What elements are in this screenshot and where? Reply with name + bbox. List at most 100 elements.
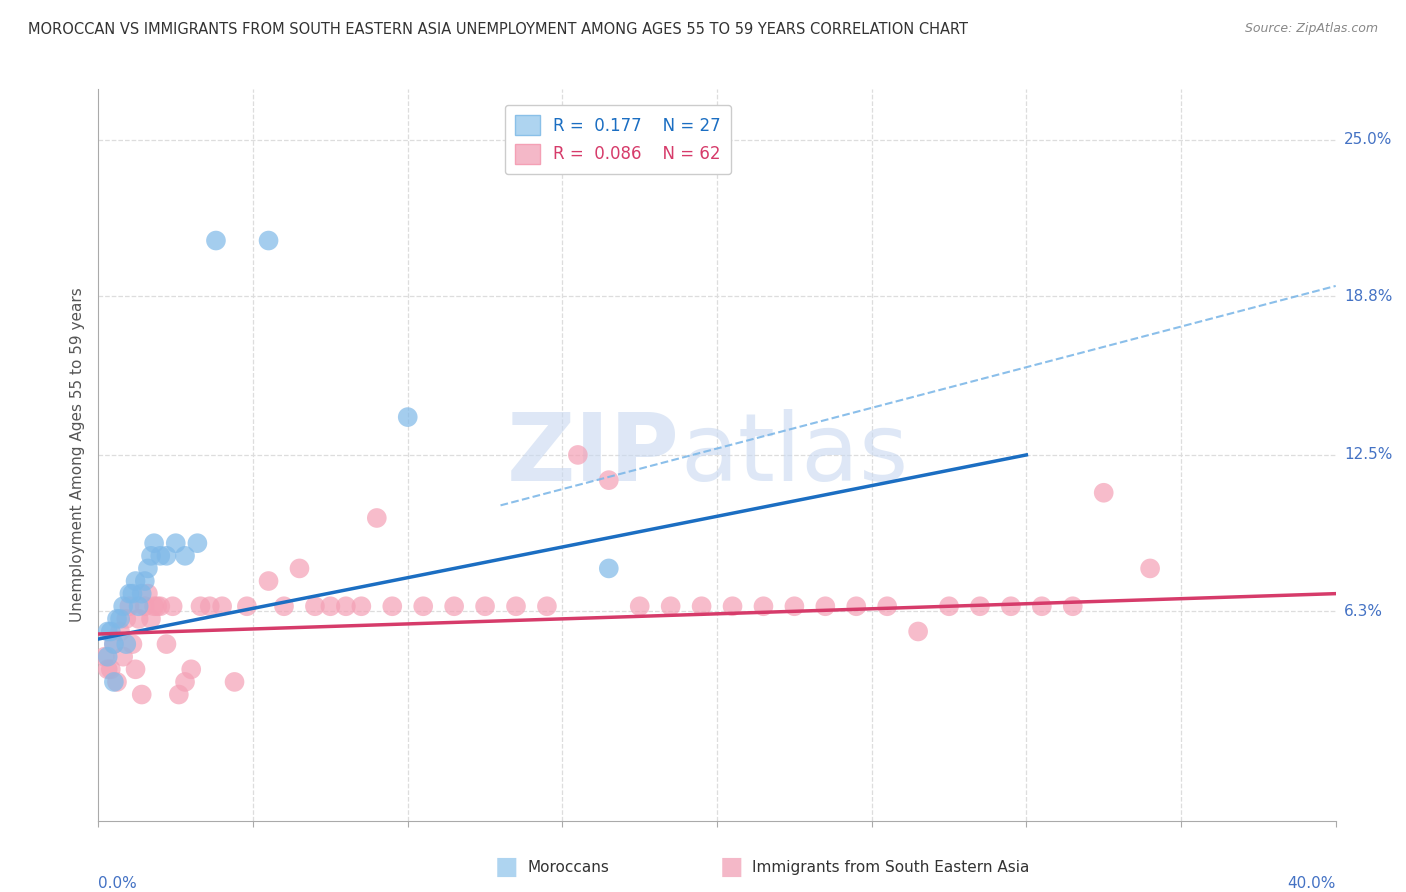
Point bbox=[567, 448, 589, 462]
Text: 40.0%: 40.0% bbox=[1288, 876, 1336, 891]
Point bbox=[103, 637, 125, 651]
Point bbox=[938, 599, 960, 614]
Point bbox=[136, 561, 159, 575]
Text: ■: ■ bbox=[495, 855, 517, 879]
Point bbox=[190, 599, 212, 614]
Point bbox=[134, 599, 156, 614]
Point bbox=[134, 574, 156, 588]
Text: Source: ZipAtlas.com: Source: ZipAtlas.com bbox=[1244, 22, 1378, 36]
Point bbox=[1031, 599, 1053, 614]
Point bbox=[381, 599, 404, 614]
Point bbox=[396, 410, 419, 425]
Point bbox=[93, 649, 115, 664]
Point bbox=[136, 587, 159, 601]
Text: 25.0%: 25.0% bbox=[1344, 132, 1392, 147]
Legend: R =  0.177    N = 27, R =  0.086    N = 62: R = 0.177 N = 27, R = 0.086 N = 62 bbox=[505, 105, 731, 174]
Point bbox=[257, 574, 280, 588]
Text: 6.3%: 6.3% bbox=[1344, 604, 1384, 619]
Point bbox=[124, 662, 146, 676]
Point bbox=[180, 662, 202, 676]
Point bbox=[304, 599, 326, 614]
Point bbox=[155, 637, 177, 651]
Point bbox=[659, 599, 682, 614]
Point bbox=[108, 612, 131, 626]
Point bbox=[288, 561, 311, 575]
Text: Moroccans: Moroccans bbox=[527, 860, 609, 874]
Point bbox=[350, 599, 373, 614]
Point bbox=[412, 599, 434, 614]
Point bbox=[536, 599, 558, 614]
Y-axis label: Unemployment Among Ages 55 to 59 years: Unemployment Among Ages 55 to 59 years bbox=[69, 287, 84, 623]
Point bbox=[273, 599, 295, 614]
Text: atlas: atlas bbox=[681, 409, 908, 501]
Point bbox=[752, 599, 775, 614]
Point bbox=[139, 549, 162, 563]
Point bbox=[598, 473, 620, 487]
Point bbox=[186, 536, 208, 550]
Point bbox=[162, 599, 184, 614]
Point bbox=[814, 599, 837, 614]
Point bbox=[146, 599, 169, 614]
Point bbox=[721, 599, 744, 614]
Point bbox=[131, 587, 153, 601]
Point bbox=[598, 561, 620, 575]
Point bbox=[100, 662, 122, 676]
Point bbox=[224, 674, 246, 689]
Point bbox=[174, 674, 197, 689]
Point bbox=[139, 612, 162, 626]
Point bbox=[97, 649, 120, 664]
Point bbox=[155, 549, 177, 563]
Point bbox=[211, 599, 233, 614]
Point bbox=[257, 234, 280, 248]
Point bbox=[121, 587, 143, 601]
Point bbox=[366, 511, 388, 525]
Point bbox=[167, 688, 190, 702]
Point bbox=[97, 662, 120, 676]
Point bbox=[97, 624, 120, 639]
Point bbox=[103, 637, 125, 651]
Point bbox=[319, 599, 342, 614]
Text: Immigrants from South Eastern Asia: Immigrants from South Eastern Asia bbox=[752, 860, 1029, 874]
Point bbox=[121, 637, 143, 651]
Point bbox=[690, 599, 713, 614]
Point bbox=[100, 624, 122, 639]
Point bbox=[1000, 599, 1022, 614]
Point bbox=[198, 599, 221, 614]
Point bbox=[118, 587, 141, 601]
Point bbox=[165, 536, 187, 550]
Point bbox=[783, 599, 806, 614]
Point bbox=[115, 612, 138, 626]
Point bbox=[103, 674, 125, 689]
Point bbox=[474, 599, 496, 614]
Text: MOROCCAN VS IMMIGRANTS FROM SOUTH EASTERN ASIA UNEMPLOYMENT AMONG AGES 55 TO 59 : MOROCCAN VS IMMIGRANTS FROM SOUTH EASTER… bbox=[28, 22, 969, 37]
Point bbox=[205, 234, 228, 248]
Point bbox=[118, 599, 141, 614]
Point bbox=[845, 599, 868, 614]
Point bbox=[236, 599, 259, 614]
Point bbox=[1139, 561, 1161, 575]
Point bbox=[443, 599, 465, 614]
Point bbox=[1092, 485, 1115, 500]
Point bbox=[128, 599, 150, 614]
Point bbox=[124, 574, 146, 588]
Point bbox=[131, 688, 153, 702]
Point bbox=[1062, 599, 1084, 614]
Point bbox=[149, 599, 172, 614]
Text: ■: ■ bbox=[720, 855, 742, 879]
Point bbox=[969, 599, 991, 614]
Point bbox=[115, 637, 138, 651]
Point bbox=[876, 599, 898, 614]
Point bbox=[149, 549, 172, 563]
Text: 0.0%: 0.0% bbox=[98, 876, 138, 891]
Text: ZIP: ZIP bbox=[508, 409, 681, 501]
Point bbox=[143, 536, 166, 550]
Point bbox=[108, 624, 131, 639]
Point bbox=[112, 649, 135, 664]
Point bbox=[105, 674, 128, 689]
Point bbox=[174, 549, 197, 563]
Point bbox=[105, 612, 128, 626]
Point bbox=[128, 612, 150, 626]
Text: 18.8%: 18.8% bbox=[1344, 288, 1392, 303]
Point bbox=[505, 599, 527, 614]
Point bbox=[143, 599, 166, 614]
